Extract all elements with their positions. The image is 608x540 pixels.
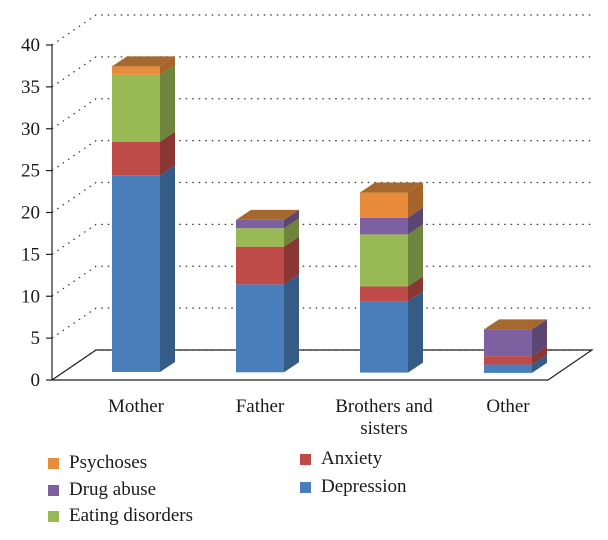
bar-side — [408, 207, 423, 235]
legend-item-drug-abuse: Drug abuse — [48, 479, 156, 501]
bar-front — [484, 329, 532, 357]
bar-side — [284, 209, 299, 229]
legend-item-anxiety: Anxiety — [300, 448, 382, 470]
bar-stack-father — [236, 209, 299, 373]
bar-side — [284, 218, 299, 247]
bar-brothers-and-sisters-anxiety — [360, 276, 423, 302]
bar-side — [160, 131, 175, 176]
legend-label-eating-disorders: Eating disorders — [69, 505, 194, 526]
gridline — [51, 223, 592, 255]
bar-front — [236, 228, 284, 247]
gridline — [51, 56, 592, 88]
bar-top — [236, 209, 299, 220]
bar-top — [360, 182, 423, 193]
bar-front — [484, 364, 532, 373]
x-label-brothers-and-sisters: Brothers and sisters — [335, 396, 433, 439]
y-axis-ticks: 0 5 10 15 20 25 30 35 40 — [21, 35, 52, 391]
gridline — [51, 307, 592, 339]
bar-brothers-and-sisters-psychoses — [360, 182, 423, 218]
legend-swatch-drug-abuse — [48, 484, 59, 496]
legend-item-eating-disorders: Eating disorders — [48, 505, 193, 527]
x-label-other: Other — [486, 396, 530, 417]
gridline — [51, 98, 592, 130]
floor-outline — [50, 349, 594, 381]
bar-front — [484, 356, 532, 365]
bar-father-eating-disorders — [236, 218, 299, 247]
x-label-mother: Mother — [108, 396, 165, 417]
bar-front — [360, 234, 408, 287]
legend-label-depression: Depression — [321, 476, 407, 497]
bar-front — [360, 217, 408, 235]
bar-brothers-and-sisters-depression — [360, 291, 423, 373]
bar-mother-depression — [112, 165, 175, 372]
y-tick-label: 0 — [31, 370, 41, 391]
bar-father-depression — [236, 274, 299, 373]
bar-brothers-and-sisters-eating-disorders — [360, 224, 423, 287]
bar-side — [284, 236, 299, 285]
bar-mother-eating-disorders — [112, 64, 175, 142]
bar-front — [112, 175, 160, 372]
bar-front — [360, 301, 408, 373]
bar-stack-other — [484, 319, 547, 373]
bar-front — [236, 219, 284, 229]
bar-other-anxiety — [484, 346, 547, 365]
bar-father-anxiety — [236, 236, 299, 285]
y-tick-label: 30 — [21, 119, 40, 140]
bar-side — [408, 182, 423, 218]
legend-label-drug-abuse: Drug abuse — [69, 479, 157, 500]
legend-swatch-psychoses — [48, 457, 59, 469]
bar-front — [360, 192, 408, 218]
legend-label-psychoses: Psychoses — [69, 452, 148, 473]
bar-side — [532, 354, 547, 373]
x-label-father: Father — [236, 396, 285, 417]
gridline — [51, 181, 592, 213]
bar-side — [160, 165, 175, 372]
bar-mother-anxiety — [112, 131, 175, 176]
bar-father-drug-abuse — [236, 209, 299, 229]
bar-front — [360, 286, 408, 302]
bar-brothers-and-sisters-drug-abuse — [360, 207, 423, 235]
y-tick-label: 25 — [21, 161, 40, 182]
bar-side — [160, 64, 175, 142]
bar-stack-brothers-and-sisters — [360, 182, 423, 373]
bar-side — [408, 276, 423, 302]
bar-side — [532, 346, 547, 365]
bar-side — [532, 319, 547, 357]
gridline — [51, 140, 592, 172]
y-tick-label: 10 — [21, 286, 40, 307]
gridline — [51, 265, 592, 297]
legend-item-psychoses: Psychoses — [48, 452, 147, 474]
bar-other-drug-abuse — [484, 319, 547, 357]
bar-mother-psychoses — [112, 56, 175, 75]
y-tick-label: 20 — [21, 203, 40, 224]
bar-top — [484, 319, 547, 330]
bar-front — [112, 141, 160, 176]
bar-other-depression — [484, 354, 547, 373]
bar-front — [112, 66, 160, 75]
x-axis-labels: Mother Father Brothers and sisters Other — [108, 396, 530, 439]
bar-front — [236, 246, 284, 285]
chart-floor — [50, 349, 594, 381]
bar-side — [408, 224, 423, 287]
y-tick-label: 5 — [31, 328, 41, 349]
bar-front — [112, 74, 160, 142]
bar-side — [160, 56, 175, 75]
bar-top — [112, 56, 175, 67]
bar-stack-mother — [112, 56, 175, 372]
bar-front — [236, 284, 284, 373]
bars — [112, 56, 547, 373]
legend-item-depression: Depression — [300, 476, 406, 498]
legend-label-anxiety: Anxiety — [321, 448, 383, 469]
y-tick-label: 15 — [21, 244, 40, 265]
gridline — [51, 14, 592, 46]
bar-side — [284, 274, 299, 373]
legend-swatch-eating-disorders — [48, 510, 59, 522]
y-tick-label: 35 — [21, 77, 40, 98]
legend-swatch-depression — [300, 481, 311, 493]
y-tick-label: 40 — [21, 35, 40, 56]
legend-swatch-anxiety — [300, 453, 311, 465]
bar-side — [408, 291, 423, 373]
